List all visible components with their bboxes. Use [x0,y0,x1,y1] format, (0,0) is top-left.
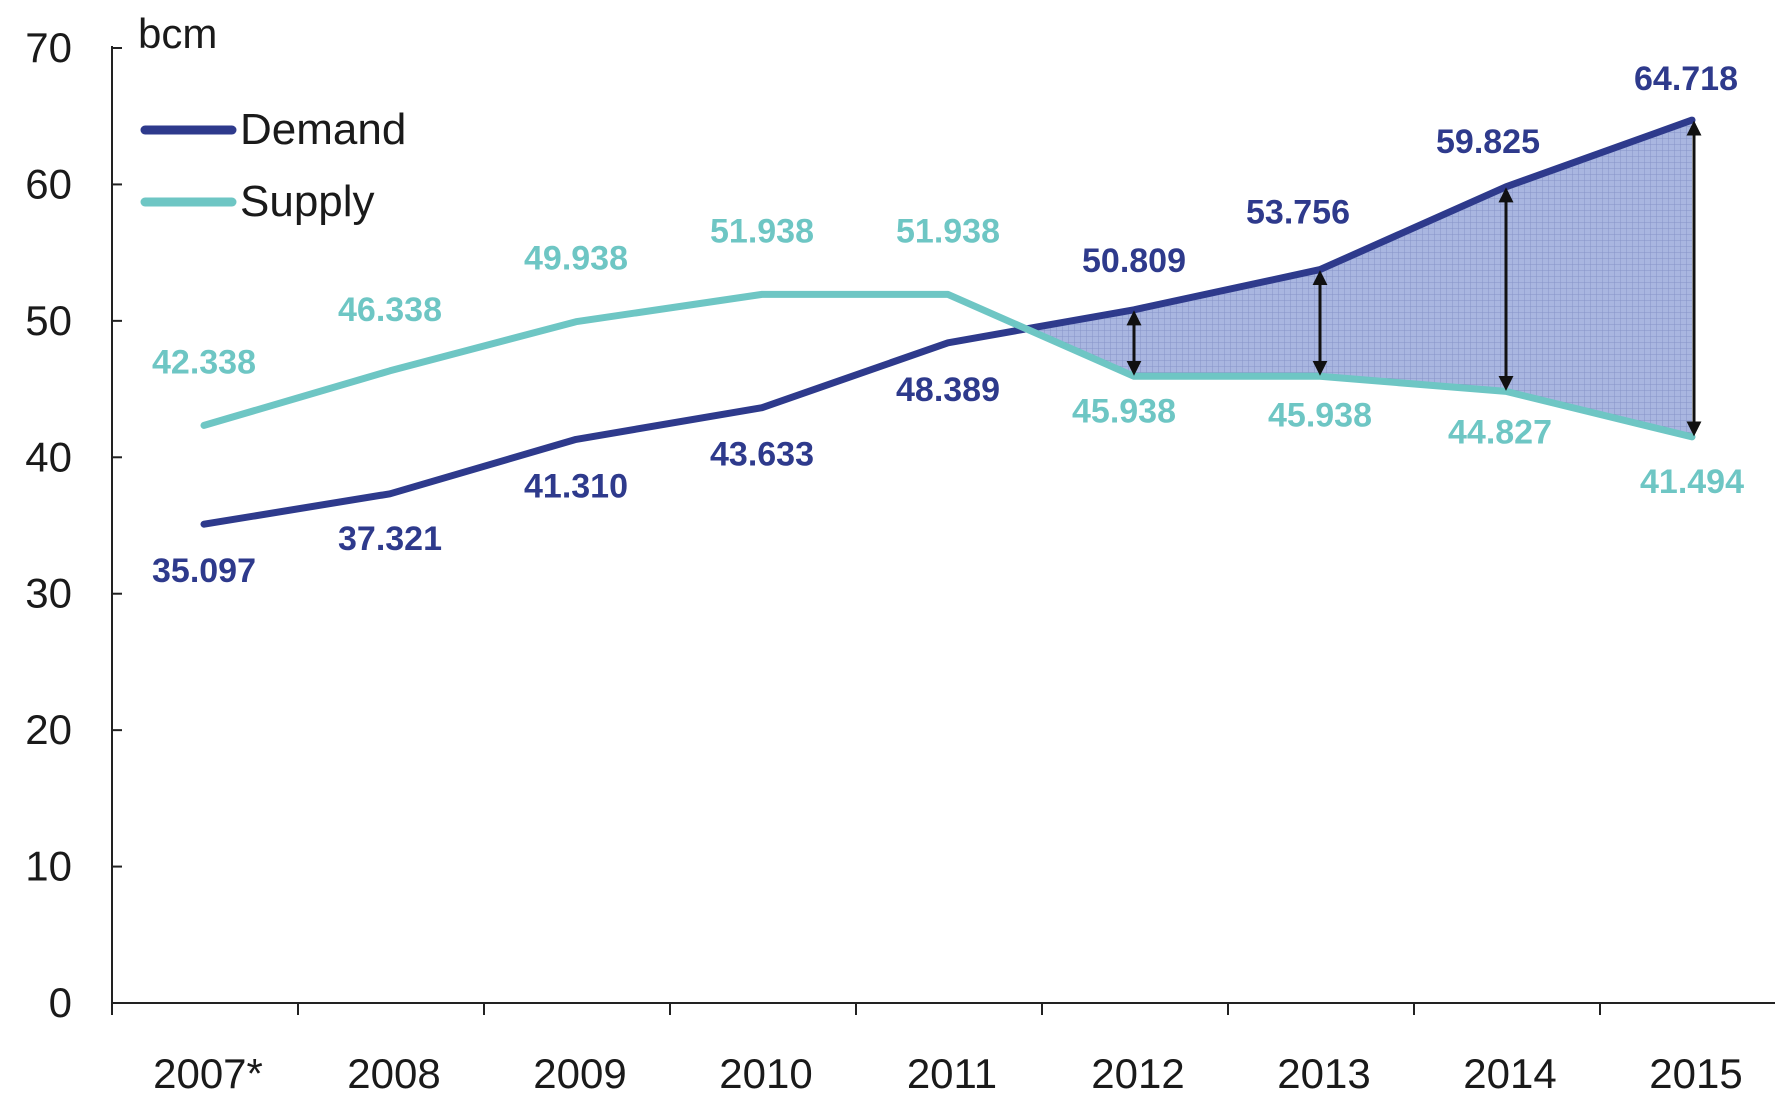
y-tick-label: 0 [49,979,72,1026]
demand-data-label: 35.097 [152,552,256,590]
legend: Demand Supply [145,105,406,226]
demand-data-label: 48.389 [896,371,1000,409]
demand-data-label: 64.718 [1634,60,1738,98]
demand-legend-label: Demand [240,105,406,154]
supply-data-label: 45.938 [1072,392,1176,430]
x-tick-label: 2015 [1649,1050,1742,1095]
demand-data-label: 37.321 [338,520,442,558]
demand-data-label: 50.809 [1082,242,1186,280]
y-tick-label: 50 [25,297,72,344]
x-tick-label: 2013 [1277,1050,1370,1095]
unit-label: bcm [138,10,217,57]
supply-data-label: 42.338 [152,343,256,381]
axes-layer: 0 10 20 30 40 50 60 70 bcm 2007* 2008 2009 2010 2011 2… [25,10,1775,1095]
supply-data-label: 49.938 [524,240,628,278]
x-tick-label: 2007* [153,1050,263,1095]
supply-legend-label: Supply [240,177,375,226]
supply-data-label: 51.938 [896,212,1000,250]
demand-data-label: 59.825 [1436,123,1540,161]
x-tick-label: 2010 [719,1050,812,1095]
supply-data-label: 44.827 [1448,413,1552,451]
y-tick-label: 40 [25,433,72,480]
demand-data-label: 41.310 [524,467,628,505]
x-tick-label: 2014 [1463,1050,1556,1095]
supply-data-label: 41.494 [1640,463,1744,501]
y-tick-label: 10 [25,843,72,890]
x-tick-label: 2009 [533,1050,626,1095]
y-tick-label: 30 [25,570,72,617]
supply-data-label: 46.338 [338,291,442,329]
supply-data-label: 45.938 [1268,396,1372,434]
y-tick-label: 20 [25,706,72,753]
y-tick-label: 60 [25,160,72,207]
x-tick-label: 2008 [347,1050,440,1095]
y-tick-label: 70 [25,24,72,71]
x-tick-label: 2011 [907,1050,997,1095]
supply-data-label: 51.938 [710,212,814,250]
x-tick-label: 2012 [1091,1050,1184,1095]
demand-data-label: 53.756 [1246,194,1350,232]
demand-data-label: 43.633 [710,436,814,474]
